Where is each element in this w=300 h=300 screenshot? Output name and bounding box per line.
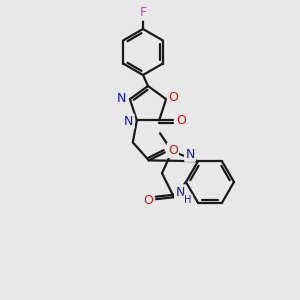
Text: N: N bbox=[185, 148, 195, 161]
Text: N: N bbox=[117, 92, 127, 105]
Text: N: N bbox=[124, 115, 134, 128]
Text: O: O bbox=[168, 144, 178, 157]
Text: O: O bbox=[176, 114, 186, 127]
Text: F: F bbox=[140, 7, 147, 20]
Text: N: N bbox=[175, 185, 185, 199]
Text: O: O bbox=[168, 91, 178, 103]
Text: O: O bbox=[143, 194, 153, 207]
Text: H: H bbox=[184, 195, 192, 205]
